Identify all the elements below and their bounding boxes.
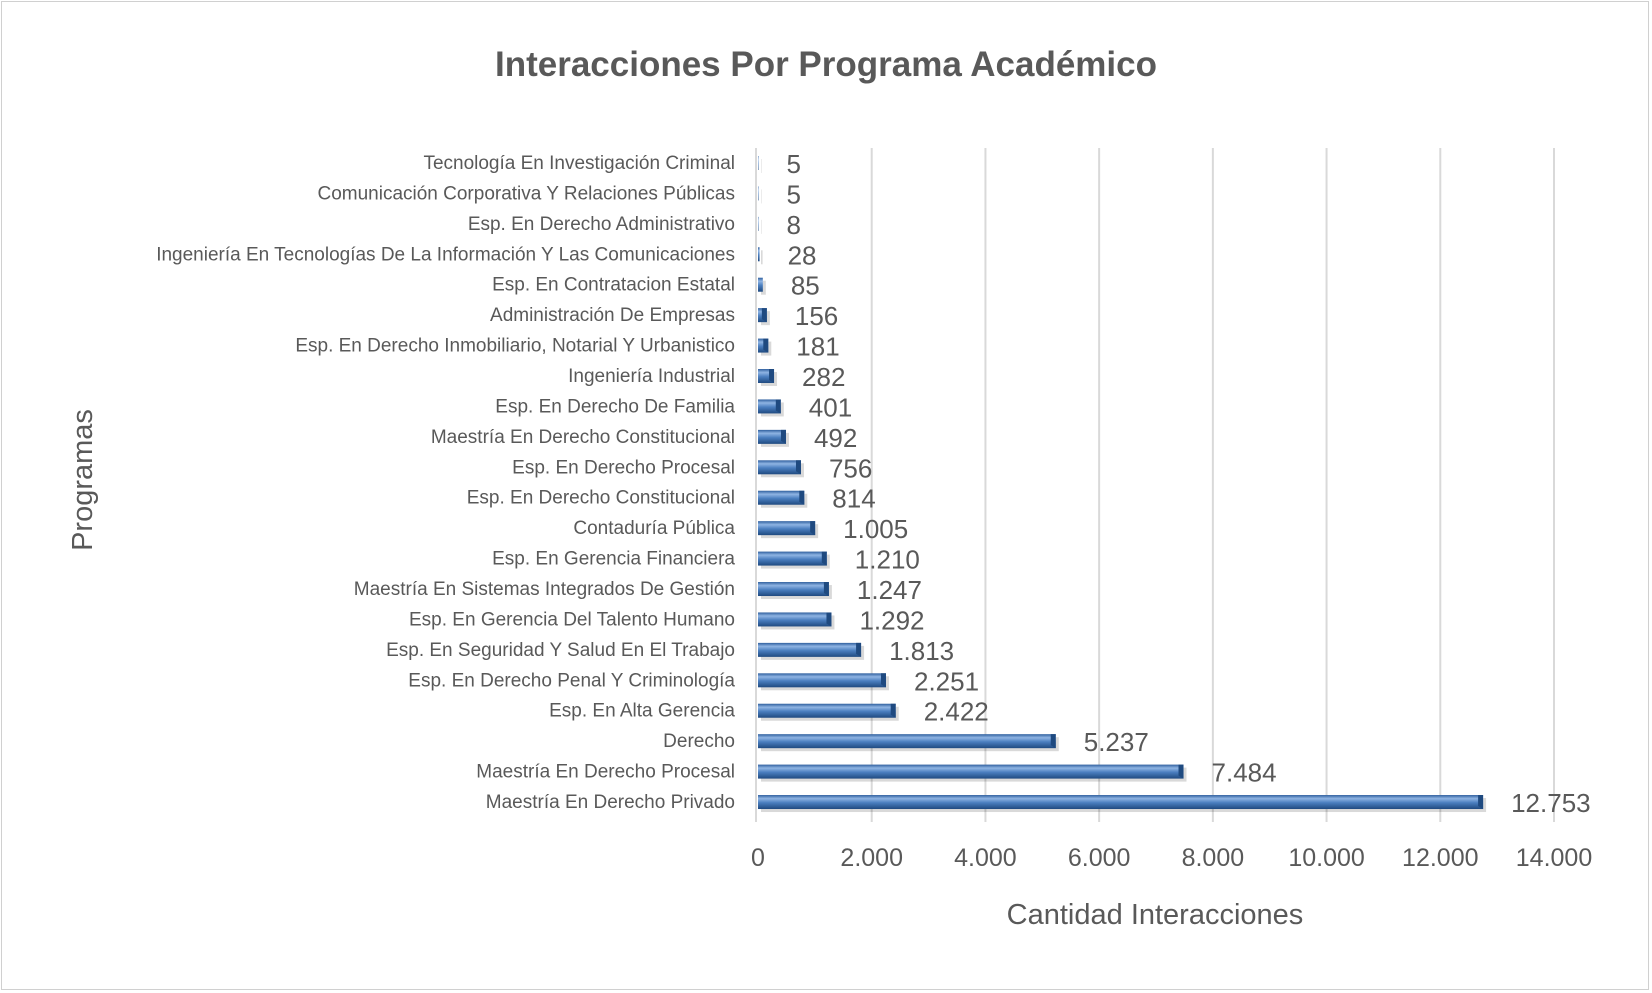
bar-bevel (1050, 734, 1056, 749)
data-label: 1.247 (857, 575, 922, 605)
bar-bevel (775, 399, 781, 414)
data-label: 282 (802, 362, 845, 392)
category-label: Maestría En Sistemas Integrados De Gesti… (354, 579, 735, 600)
category-label: Ingeniería En Tecnologías De La Informac… (156, 244, 735, 265)
category-label: Esp. En Alta Gerencia (549, 701, 735, 722)
category-label: Esp. En Derecho De Familia (495, 396, 735, 417)
category-label: Esp. En Derecho Inmobiliario, Notarial Y… (295, 336, 735, 357)
data-label: 5.237 (1084, 727, 1149, 757)
category-label: Tecnología En Investigación Criminal (423, 153, 735, 174)
bar-bevel (821, 551, 827, 566)
bar (758, 795, 1484, 810)
category-label: Comunicación Corporativa Y Relaciones Pú… (317, 183, 735, 204)
category-label: Esp. En Derecho Administrativo (468, 214, 735, 235)
bar-bevel (880, 673, 886, 688)
bar (758, 156, 759, 170)
data-label: 401 (809, 392, 852, 422)
bar-bevel (823, 582, 829, 597)
data-label: 1.813 (889, 636, 954, 666)
category-label: Ingeniería Industrial (568, 366, 735, 387)
bar (758, 703, 896, 718)
bar-shadow (761, 159, 762, 173)
bar (758, 734, 1056, 749)
bar-bevel (799, 490, 805, 505)
data-label: 1.292 (859, 605, 924, 635)
category-label: Administración De Empresas (490, 305, 735, 326)
data-label: 181 (796, 332, 839, 362)
bar (758, 216, 759, 231)
data-label: 5 (787, 149, 801, 179)
data-label: 1.005 (843, 514, 908, 544)
data-label: 5 (787, 179, 801, 209)
x-tick-label: 0 (751, 844, 765, 872)
bar (758, 399, 781, 414)
data-label: 156 (795, 301, 838, 331)
bar (758, 247, 760, 262)
category-label: Esp. En Contratacion Estatal (492, 275, 735, 296)
category-label: Contaduría Pública (573, 518, 735, 539)
chart-title: Interacciones Por Programa Académico (495, 45, 1157, 84)
category-label: Esp. En Derecho Penal Y Criminología (408, 670, 735, 691)
bar-bevel (1178, 764, 1184, 779)
x-axis-label: Cantidad Interacciones (1007, 899, 1304, 931)
bar-shadow (761, 189, 762, 204)
bar (758, 490, 805, 505)
category-label: Maestría En Derecho Privado (486, 792, 735, 813)
bar (758, 338, 769, 353)
data-label: 2.422 (924, 697, 989, 727)
category-label: Maestría En Derecho Constitucional (431, 427, 735, 448)
data-label: 814 (832, 484, 875, 514)
category-label: Derecho (663, 731, 735, 752)
bar (758, 642, 862, 657)
x-tick-label: 6.000 (1068, 844, 1131, 872)
bar-shadow (761, 219, 762, 234)
bar-bevel (761, 308, 767, 323)
bar (758, 521, 816, 536)
bar-shadow (761, 280, 766, 295)
x-tick-label: 10.000 (1288, 844, 1364, 872)
category-label: Esp. En Derecho Constitucional (467, 488, 735, 509)
bar (758, 582, 829, 597)
x-tick-label: 14.000 (1516, 844, 1592, 872)
data-label: 12.753 (1511, 788, 1591, 818)
data-label: 28 (788, 240, 817, 270)
data-label: 7.484 (1212, 758, 1277, 788)
category-label: Esp. En Seguridad Y Salud En El Trabajo (386, 640, 735, 661)
bar (758, 186, 759, 201)
x-tick-label: 2.000 (840, 844, 903, 872)
bar (758, 429, 786, 444)
x-tick-label: 12.000 (1402, 844, 1478, 872)
bar-bevel (763, 338, 769, 353)
bar (758, 277, 763, 292)
bar (758, 764, 1184, 779)
bar-bevel (826, 612, 832, 627)
category-label: Maestría En Derecho Procesal (476, 762, 735, 783)
bar-bevel (890, 703, 896, 718)
bar (758, 460, 801, 475)
bar-shadow (761, 250, 763, 265)
category-label: Esp. En Gerencia Del Talento Humano (409, 609, 735, 630)
data-label: 2.251 (914, 666, 979, 696)
bar (758, 551, 827, 566)
category-label: Esp. En Derecho Procesal (512, 457, 735, 478)
bar-bevel (795, 460, 801, 475)
data-label: 492 (814, 423, 857, 453)
data-label: 756 (829, 453, 872, 483)
bar-bevel (1478, 795, 1484, 810)
category-label: Esp. En Gerencia Financiera (492, 549, 735, 570)
bar (758, 612, 832, 627)
y-axis-label: Programas (67, 409, 99, 551)
bar-bevel (856, 642, 862, 657)
bar-bevel (769, 369, 775, 384)
bar (758, 673, 886, 688)
bar-bevel (810, 521, 816, 536)
x-tick-label: 4.000 (954, 844, 1017, 872)
data-label: 1.210 (855, 545, 920, 575)
data-label: 85 (791, 271, 820, 301)
x-tick-label: 8.000 (1182, 844, 1245, 872)
data-label: 8 (787, 210, 801, 240)
bar-bevel (780, 429, 786, 444)
